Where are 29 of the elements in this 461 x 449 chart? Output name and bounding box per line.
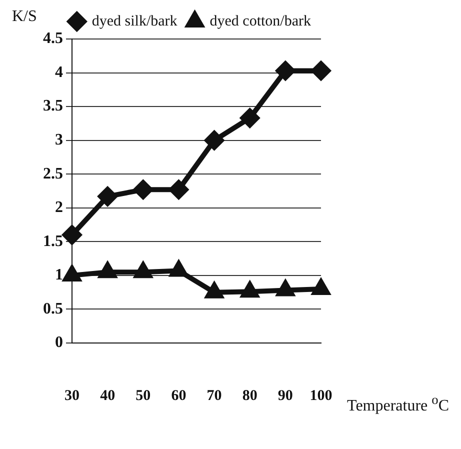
x-tick-label: 40 [100, 388, 116, 404]
point [240, 108, 260, 128]
x-tick-label: 30 [64, 388, 80, 404]
x-tick-label: 100 [310, 388, 332, 404]
x-tick-label: 80 [242, 388, 258, 404]
y-tick-label: 0 [55, 334, 63, 352]
y-tick-label: 1.5 [43, 232, 63, 250]
x-tick-label: 60 [171, 388, 186, 404]
y-axis-title: K/S [12, 8, 37, 26]
y-tick-label: 1 [55, 266, 63, 284]
point [204, 130, 224, 150]
x-tick-label: 90 [278, 388, 293, 404]
y-tick-label: 0.5 [43, 300, 63, 318]
point [312, 61, 330, 80]
point [276, 61, 295, 80]
legend-label: dyed silk/bark [92, 13, 178, 30]
point [134, 180, 153, 200]
x-tick-label: 70 [206, 388, 222, 404]
y-tick-label: 4 [55, 64, 63, 81]
y-tick-label: 2 [55, 199, 63, 216]
point [98, 186, 118, 206]
y-tick-label: 3 [55, 131, 63, 148]
x-axis-title: Temperature $^{o}$C [347, 392, 449, 416]
y-tick-label: 3.5 [43, 98, 63, 115]
y-tick-label: 4.5 [43, 30, 63, 48]
x-tick-label: 50 [136, 388, 151, 404]
point [169, 180, 188, 200]
y-tick-label: 2.5 [43, 165, 63, 182]
legend-label: dyed cotton/bark [210, 13, 312, 30]
